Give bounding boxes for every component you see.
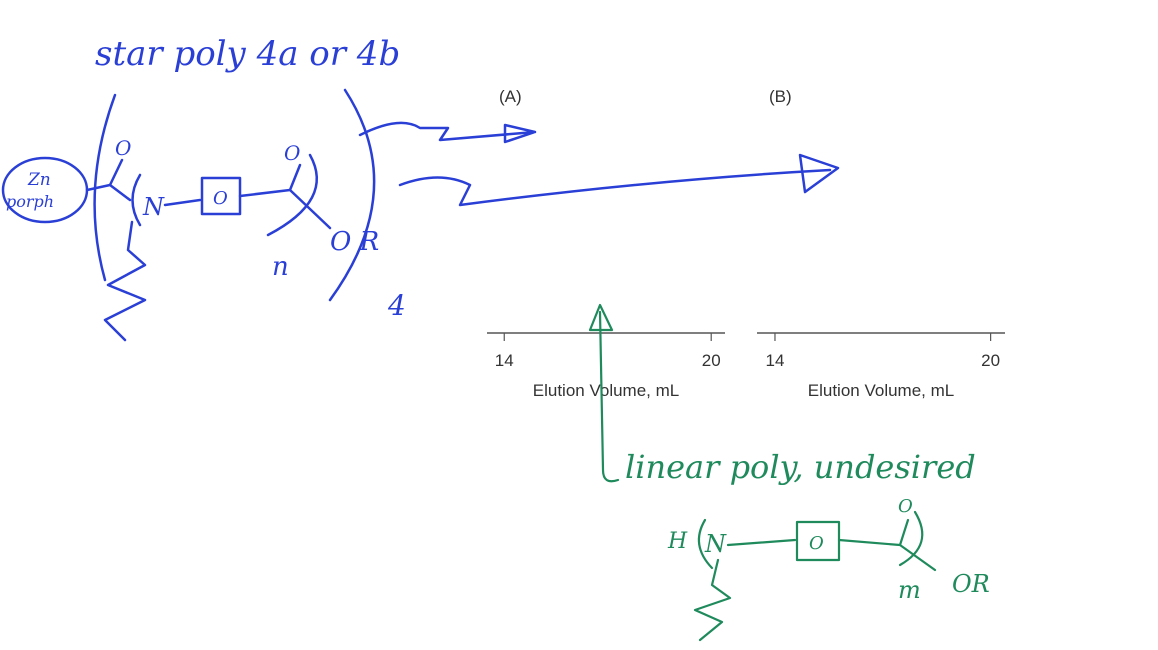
bond <box>163 198 202 207</box>
x-tick-label: 20 <box>702 351 721 370</box>
n-atom: N <box>142 193 165 221</box>
panel-label: (A) <box>499 87 522 106</box>
carbonyl-o: O <box>115 136 131 160</box>
porphyrin-circle <box>1 156 89 224</box>
alkyl-chain-linear <box>693 558 732 642</box>
zn-label: Zn <box>27 170 51 190</box>
paren-right <box>898 510 924 567</box>
star-structure: star poly 4a or 4b Zn porph O N O O O R … <box>1 34 840 342</box>
h-label: H <box>667 529 688 554</box>
linear-structure: linear poly, undesired H N O O m OR <box>588 303 990 642</box>
n-atom-linear: N <box>704 530 727 558</box>
ring-o-linear: O <box>809 533 824 554</box>
porph-label: porph <box>6 192 54 211</box>
star-note: star poly 4a or 4b <box>95 34 400 74</box>
panel-label: (B) <box>769 87 792 106</box>
ester-o: O <box>284 141 300 165</box>
n-subscript: n <box>272 252 289 282</box>
four-subscript: 4 <box>387 289 406 322</box>
arrow-to-a <box>358 121 537 144</box>
ester-bonds <box>238 163 332 230</box>
arrow-to-shoulder <box>588 303 620 483</box>
outer-paren-right <box>328 88 376 302</box>
x-axis-label: Elution Volume, mL <box>533 381 679 400</box>
carbonyl-bonds <box>85 158 132 202</box>
arrow-to-b <box>398 153 840 207</box>
inner-paren-right <box>266 153 319 237</box>
alkyl-chain <box>103 220 147 342</box>
chromatograms: (A) 14 20 Elution Volume, mL (B) 14 20 Elution … <box>487 87 1005 400</box>
or-label: O R <box>330 227 379 257</box>
x-tick-label: 14 <box>495 351 514 370</box>
x-tick-label: 20 <box>981 351 1000 370</box>
or-linear: OR <box>952 570 990 598</box>
ring-o: O <box>213 188 228 209</box>
paren-left <box>697 518 714 570</box>
ester-bonds-linear <box>837 518 937 572</box>
x-tick-label: 14 <box>766 351 785 370</box>
inner-paren-left <box>131 173 142 227</box>
m-subscript: m <box>898 576 921 604</box>
bond-linear <box>726 538 797 547</box>
x-axis-label: Elution Volume, mL <box>808 381 954 400</box>
ester-o-linear: O <box>898 496 913 517</box>
linear-note: linear poly, undesired <box>625 448 976 486</box>
